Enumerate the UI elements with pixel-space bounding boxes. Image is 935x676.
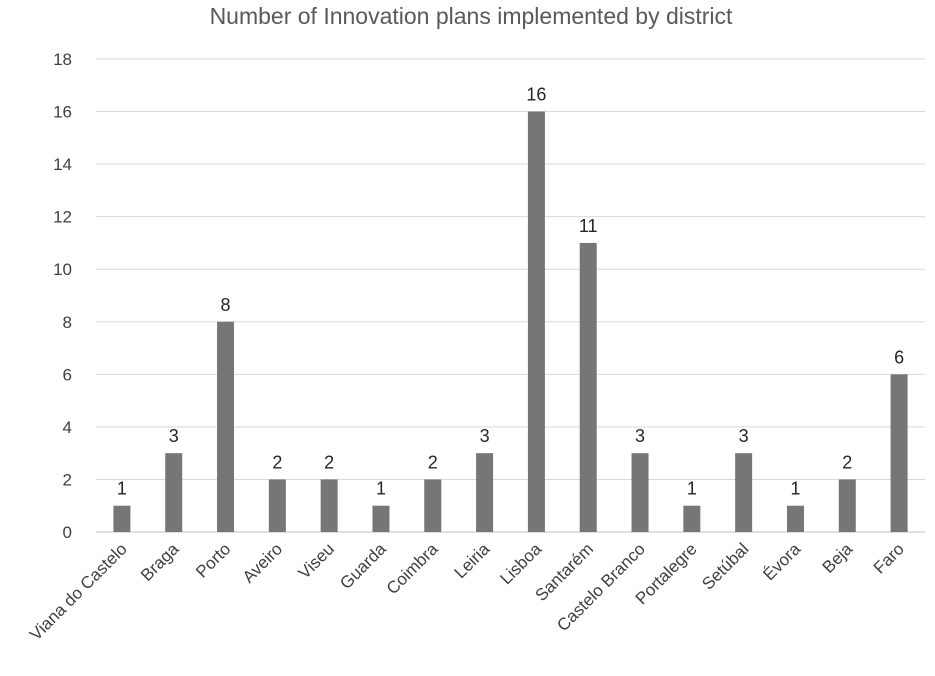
y-tick-label: 0 xyxy=(63,523,72,542)
x-tick-label: Viana do Castelo xyxy=(26,539,131,644)
gridlines xyxy=(96,58,925,480)
y-tick-label: 18 xyxy=(53,50,72,69)
data-label: 2 xyxy=(428,452,438,472)
chart-title: Number of Innovation plans implemented b… xyxy=(210,3,733,29)
data-label: 3 xyxy=(480,426,490,446)
y-tick-label: 6 xyxy=(63,365,72,384)
data-label: 2 xyxy=(842,452,852,472)
x-tick-label: Beja xyxy=(819,539,857,577)
bar xyxy=(631,453,649,532)
bar xyxy=(113,505,131,532)
bar xyxy=(476,453,494,532)
y-tick-label: 8 xyxy=(63,313,72,332)
data-label: 1 xyxy=(117,479,127,499)
bar xyxy=(579,242,597,532)
bar xyxy=(320,479,338,532)
data-label: 1 xyxy=(790,479,800,499)
bar xyxy=(372,505,390,532)
y-tick-label: 12 xyxy=(53,208,72,227)
bar xyxy=(268,479,286,532)
y-tick-label: 4 xyxy=(63,418,72,437)
x-tick-label: Viseu xyxy=(295,539,338,582)
x-tick-label: Braga xyxy=(137,539,183,585)
data-label: 11 xyxy=(579,216,598,236)
data-label: 2 xyxy=(324,452,334,472)
x-tick-label: Coimbra xyxy=(383,539,442,598)
x-tick-label: Évora xyxy=(759,539,804,584)
bar xyxy=(838,479,856,532)
y-tick-label: 14 xyxy=(53,155,72,174)
y-tick-label: 2 xyxy=(63,470,72,489)
x-tick-label: Porto xyxy=(192,539,234,581)
bar xyxy=(683,505,701,532)
data-label: 16 xyxy=(526,85,546,105)
y-tick-label: 16 xyxy=(53,103,72,122)
x-tick-label: Faro xyxy=(870,539,908,577)
x-tick-label: Castelo Branco xyxy=(553,539,649,635)
x-tick-label: Lisboa xyxy=(496,539,545,588)
data-labels: 1 3 8 2 2 1 2 3 16 11 3 1 3 1 2 6 xyxy=(117,85,904,499)
y-axis-ticks: 0 2 4 6 8 10 12 14 16 18 xyxy=(53,50,72,542)
x-tick-label: Leiria xyxy=(451,539,494,582)
data-label: 8 xyxy=(221,295,231,315)
bar xyxy=(217,321,235,532)
bars xyxy=(113,111,908,533)
bar xyxy=(527,111,545,533)
bar xyxy=(786,505,804,532)
bar xyxy=(890,374,908,532)
x-tick-label: Aveiro xyxy=(239,539,286,586)
bar xyxy=(165,453,183,532)
data-label: 1 xyxy=(376,479,386,499)
y-tick-label: 10 xyxy=(53,260,72,279)
data-label: 6 xyxy=(894,347,904,367)
data-label: 1 xyxy=(687,479,697,499)
bar xyxy=(424,479,442,532)
bar xyxy=(735,453,753,532)
data-label: 2 xyxy=(272,452,282,472)
x-tick-label: Setúbal xyxy=(698,539,752,593)
data-label: 3 xyxy=(635,426,645,446)
data-label: 3 xyxy=(169,426,179,446)
x-axis-labels: Viana do Castelo Braga Porto Aveiro ViseuGua… xyxy=(26,539,908,644)
data-label: 3 xyxy=(739,426,749,446)
